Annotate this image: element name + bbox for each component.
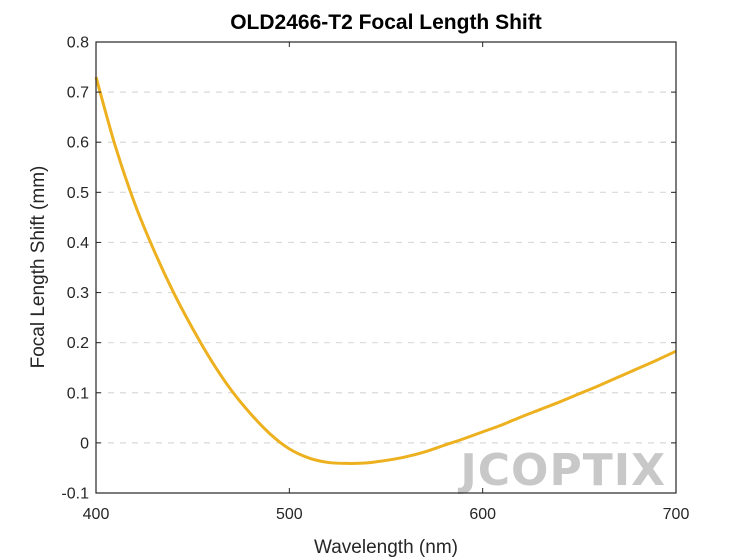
y-tick-label: 0.8 xyxy=(67,35,89,52)
x-axis-label: Wavelength (nm) xyxy=(314,537,458,558)
y-axis-label: Focal Length Shift (mm) xyxy=(28,166,49,369)
y-tick-label: 0 xyxy=(80,435,89,452)
grid-lines xyxy=(96,91,676,444)
y-tick-label: 0.2 xyxy=(67,335,89,352)
y-tick-label: -0.1 xyxy=(61,486,89,503)
watermark-logo: JCOPTIX xyxy=(457,445,666,496)
y-tick-label: 0.1 xyxy=(67,385,89,402)
x-tick-label: 700 xyxy=(663,506,690,523)
y-tick-label: 0.4 xyxy=(67,235,89,252)
chart-title: OLD2466-T2 Focal Length Shift xyxy=(230,11,542,34)
y-tick-label: 0.5 xyxy=(67,185,89,202)
y-tick-label: 0.6 xyxy=(67,135,89,152)
series-layer xyxy=(94,76,677,465)
x-tick-label: 500 xyxy=(276,506,303,523)
x-tick-label: 600 xyxy=(469,506,496,523)
y-tick-label: 0.7 xyxy=(67,85,89,102)
x-tick-label: 400 xyxy=(83,506,110,523)
focal-shift-series-line xyxy=(94,76,677,465)
y-tick-label: 0.3 xyxy=(67,285,89,302)
ticks-layer: -0.1 0 0.1 0.2 0.3 0.4 0.5 0.6 0.7 0.8 400 500 600 70… xyxy=(61,35,689,524)
plot-frame xyxy=(95,41,677,494)
